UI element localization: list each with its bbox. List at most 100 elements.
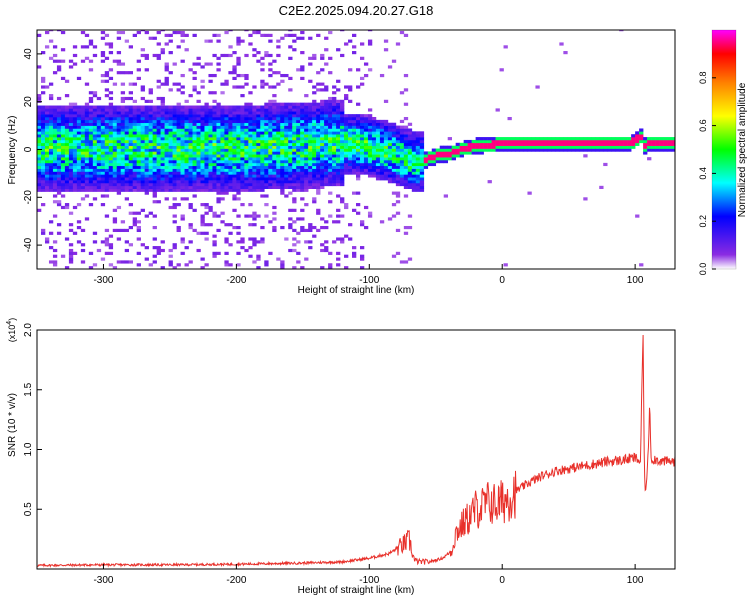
- spectrogram-cell: [399, 171, 405, 175]
- spectrogram-cell: [399, 125, 405, 129]
- spectrogram-cell: [120, 114, 126, 118]
- spectrogram-cell: [252, 223, 257, 227]
- spectrogram-cell: [647, 142, 652, 146]
- spectrogram-cell: [88, 128, 94, 132]
- spectrogram-cell: [144, 105, 149, 109]
- spectrogram-cell: [391, 131, 397, 135]
- spectrogram-cell: [415, 142, 421, 146]
- spectrogram-cell: [40, 165, 46, 169]
- spectrogram-cell: [192, 105, 197, 109]
- spectrogram-cell: [124, 162, 130, 167]
- spectrogram-cell: [264, 53, 269, 58]
- spectrogram-cell: [280, 191, 285, 195]
- spectrogram-cell: [116, 131, 122, 135]
- spectrogram-cell: [336, 139, 341, 144]
- spectrogram-cell: [260, 237, 265, 241]
- spectrogram-cell: [371, 116, 377, 121]
- spectrogram-cell: [132, 185, 137, 189]
- spectrogram-cell: [84, 119, 90, 124]
- spectrogram-cell: [88, 139, 94, 144]
- spectrogram-cell: [527, 142, 532, 146]
- spectrogram-cell: [312, 137, 317, 141]
- spectrogram-cell: [256, 214, 261, 218]
- spectrogram-cell: [403, 131, 409, 135]
- spectrogram-cell: [539, 148, 544, 152]
- spectrogram-cell: [140, 30, 145, 32]
- spectrogram-cell: [132, 188, 137, 192]
- spectrogram-cell: [316, 162, 321, 167]
- spectrogram-cell: [37, 125, 42, 129]
- spectrogram-cell: [284, 142, 289, 146]
- spectrogram-cell: [40, 114, 46, 118]
- spectrogram-cell: [260, 174, 265, 178]
- spectrogram-cell: [108, 102, 114, 106]
- spectrogram-cell: [88, 151, 94, 155]
- spectrogram-cell: [248, 134, 253, 138]
- spectrogram-cell: [288, 160, 293, 164]
- spectrogram-cell: [176, 228, 181, 233]
- spectrogram-cell: [208, 39, 213, 43]
- spectrogram-cell: [371, 154, 377, 158]
- spectrogram-cell: [264, 177, 269, 181]
- spectrogram-cell: [288, 157, 293, 161]
- spectrogram-cell: [128, 145, 133, 149]
- spectrogram-cell: [48, 105, 54, 109]
- spectrogram-cell: [192, 88, 197, 92]
- spectrogram-cell: [224, 142, 229, 146]
- spectrogram-cell: [120, 180, 126, 184]
- spectrogram-cell: [164, 151, 169, 155]
- spectrogram-cell: [312, 108, 317, 112]
- spectrogram-cell: [348, 134, 353, 138]
- spectrogram-cell: [108, 160, 114, 164]
- spectrogram-cell: [268, 168, 273, 172]
- spectrogram-cell: [280, 73, 285, 78]
- spectrogram-cell: [316, 71, 321, 75]
- spectrogram-cell: [284, 114, 289, 118]
- spectrogram-cell: [100, 160, 106, 164]
- spectrogram-cell: [475, 151, 480, 155]
- spectrogram-cell: [264, 137, 269, 141]
- spectrogram-cell: [116, 105, 122, 109]
- spectrogram-cell: [491, 137, 496, 141]
- spectrogram-cell: [479, 137, 484, 141]
- spectrogram-cell: [320, 185, 325, 189]
- spectrogram-cell: [367, 174, 373, 178]
- spectrogram-cell: [268, 68, 273, 72]
- spectrogram-cell: [120, 128, 126, 132]
- spectrogram-cell: [475, 148, 480, 152]
- spectrogram-cell: [220, 125, 225, 129]
- spectrogram-cell: [184, 99, 189, 103]
- spectrogram-cell: [363, 145, 369, 149]
- spectrogram-cell: [324, 125, 329, 129]
- spectrogram-cell: [395, 145, 401, 149]
- spectrogram-cell: [304, 125, 309, 129]
- spectrogram-cell: [64, 188, 70, 192]
- spectrogram-cell: [252, 134, 257, 138]
- spectrogram-cell: [172, 108, 177, 112]
- spectrogram-cell: [316, 108, 321, 112]
- spectrogram-cell: [407, 142, 413, 146]
- spectrogram-cell: [256, 257, 261, 261]
- spectrogram-cell: [92, 240, 98, 244]
- spectrogram-cell: [172, 137, 177, 141]
- spectrogram-cell: [180, 137, 185, 141]
- spectrogram-cell: [252, 30, 257, 32]
- spectrogram-cell: [104, 148, 110, 152]
- spectrogram-cell: [280, 119, 285, 124]
- spectrogram-cell: [336, 148, 341, 152]
- spectrogram-cell: [316, 148, 321, 152]
- spectrogram-cell: [240, 177, 245, 181]
- spectrogram-cell: [256, 139, 261, 144]
- spectrogram-cell: [228, 134, 233, 138]
- spectrogram-cell: [248, 105, 253, 109]
- spectrogram-cell: [272, 71, 277, 75]
- spectrogram-cell: [132, 114, 137, 118]
- spectrogram-cell: [264, 51, 269, 55]
- spectrogram-cell: [336, 160, 341, 164]
- spectrogram-cell: [519, 142, 524, 146]
- spectrogram-cell: [64, 203, 70, 207]
- y-multiplier: (x104): [6, 318, 17, 342]
- spectrogram-cell: [60, 111, 66, 115]
- spectrogram-cell: [455, 151, 460, 155]
